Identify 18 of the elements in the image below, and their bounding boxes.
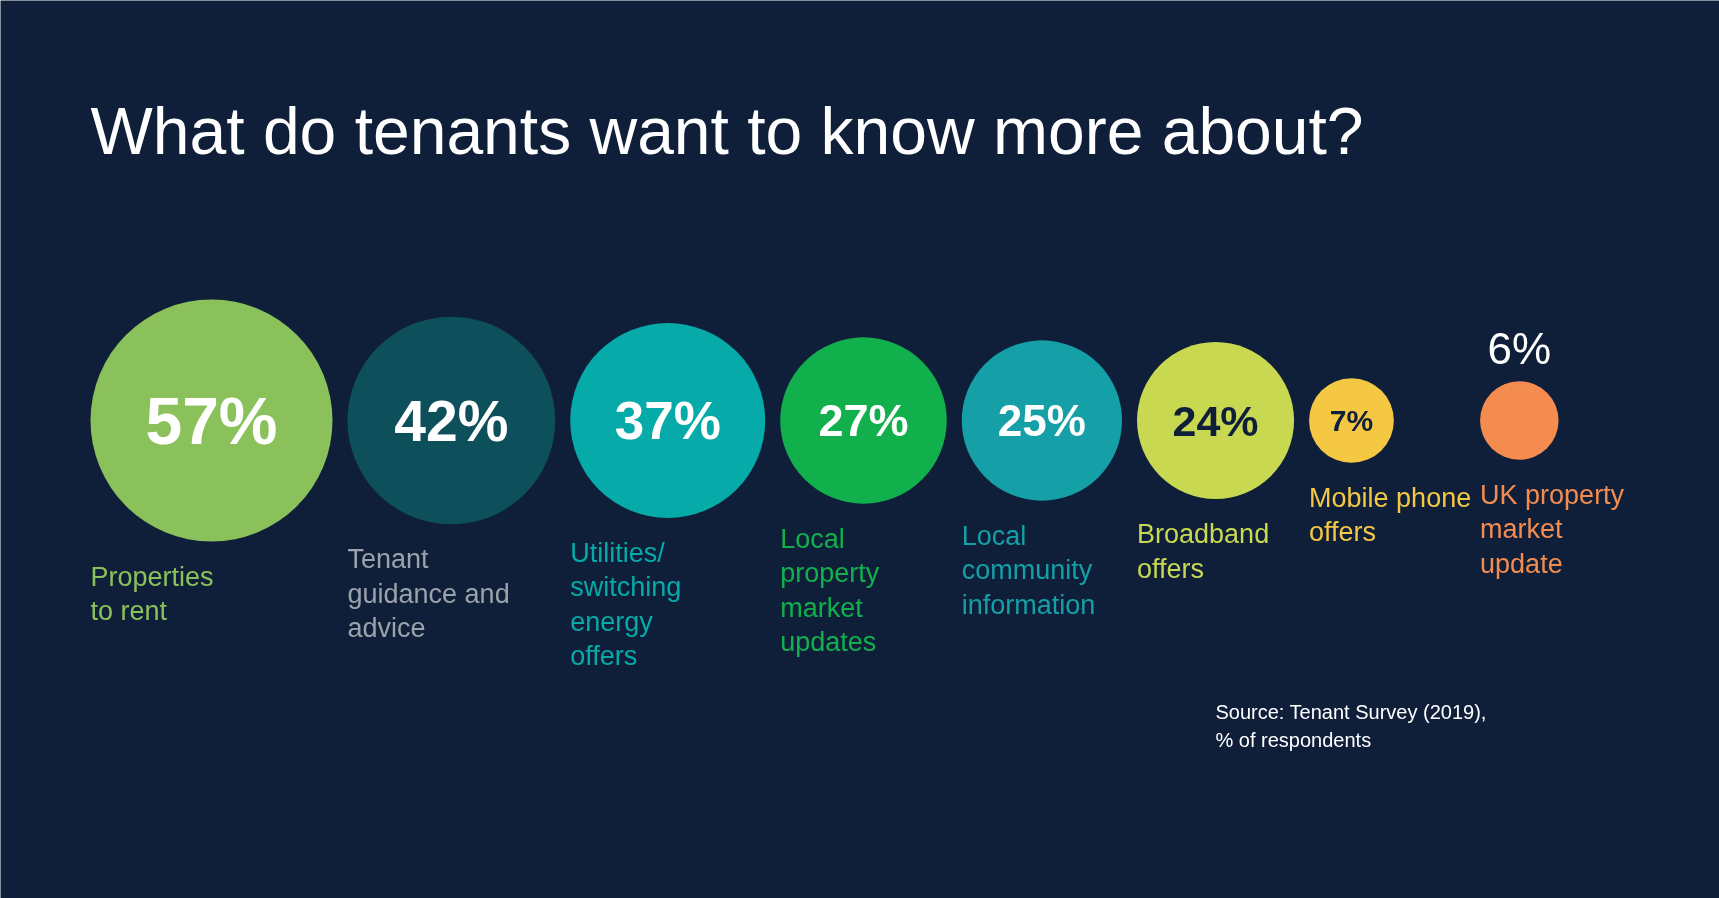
category-label: UK property market update [1480, 479, 1625, 579]
category-label: Properties to rent [90, 561, 214, 626]
data-label: 25% [997, 396, 1086, 445]
text: What do tenants want to know more about? [90, 93, 1364, 168]
category-label: Utilities/ switching energy offers [570, 537, 682, 672]
source-note: Source: Tenant Survey (2019), % of respondents [1215, 700, 1487, 752]
data-label: 27% [818, 395, 909, 446]
category-label: Local property market updates [780, 523, 880, 658]
category-label: Mobile phone offers [1309, 482, 1472, 548]
category-label: Tenant guidance and advice [347, 544, 510, 644]
category-label: Broadband offers [1137, 519, 1270, 584]
data-label: 42% [394, 388, 509, 453]
category-label: Local community information [961, 520, 1096, 620]
data-label: 37% [614, 391, 721, 450]
data-label: 57% [145, 383, 278, 458]
data-label: 6% [1487, 324, 1552, 374]
data-label: 24% [1172, 396, 1259, 445]
data-label: 7% [1329, 404, 1374, 437]
